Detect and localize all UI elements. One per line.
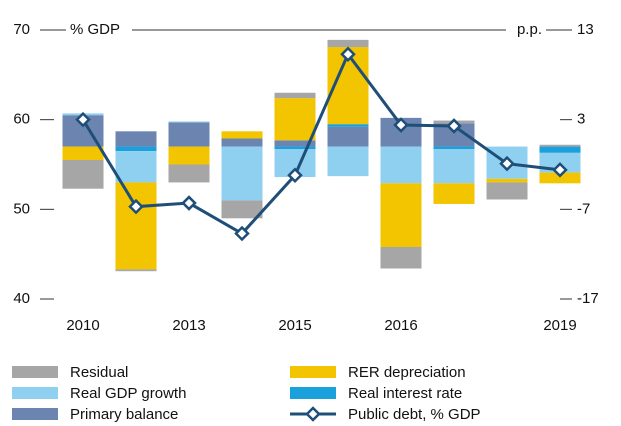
bar-segment [274,140,316,147]
line-marker [552,162,568,178]
bar-segment [168,122,210,147]
bar-segment [380,183,422,247]
bar-segment [168,146,210,165]
bar-segment [62,146,104,161]
legend-swatch [290,366,336,378]
bar-segment [539,144,581,147]
legend-label: Public debt, % GDP [348,406,481,423]
y2-tick-label: 13 [577,21,594,38]
legend-label: Primary balance [70,406,178,423]
bar-segment [327,146,369,177]
bar-segment [327,126,369,147]
legend-label: Residual [70,364,128,381]
line-marker [287,167,303,184]
line [81,51,561,236]
y2-tick-label: 3 [577,111,585,128]
bar-segment [115,182,157,270]
label-bg [506,20,546,40]
bar-segment [274,146,316,150]
line-marker [340,46,356,62]
y2-axis-label: p.p. [517,21,542,38]
line-marker [181,195,197,211]
bar-segment [221,138,263,147]
x-tick-label: 2015 [278,317,311,334]
bar-segment [539,146,581,153]
bar-segment [168,164,210,183]
line-marker [446,118,462,134]
bar-segment [221,146,263,201]
x-tick-label: 2013 [172,317,205,334]
bar-segment [221,131,263,139]
bar-segment [115,269,157,272]
x-tick-label: 2019 [543,317,576,334]
bar-segment [433,123,475,147]
bar-segment [380,246,422,269]
bar-segment [168,121,210,123]
bar-segment [115,151,157,183]
bar-segment [539,172,581,184]
x-tick-label: 2016 [384,317,417,334]
bar-segment [274,92,316,99]
bar-segment [115,131,157,147]
legend-swatch [12,387,58,399]
legend-swatch [12,408,58,420]
line-marker [393,117,409,133]
y2-tick-label: -17 [577,290,599,307]
y-tick-label: 70 [13,21,30,38]
legend-swatch [12,366,58,378]
bar-segment [433,183,475,204]
bar-segment [327,124,369,127]
bar-segment [380,146,422,184]
bar-segment [433,149,475,184]
bar-segment [62,160,104,189]
y-tick-label: 60 [13,111,30,128]
line-marker [75,111,91,128]
line-marker [128,198,144,215]
bar-segment [221,200,263,219]
bar-segment [115,146,157,152]
x-tick-label: 2010 [66,317,99,334]
legend-label: Real interest rate [348,385,462,402]
label-bg [66,20,132,40]
bar-segment [486,178,528,183]
y2-tick-label: -7 [577,200,590,217]
line-marker [234,225,250,242]
legend-swatch [290,387,336,399]
bar-segment [433,146,475,150]
line-marker [499,155,515,172]
bar-segment [274,98,316,141]
legend-swatch [305,406,321,422]
y-axis-label: % GDP [70,21,120,38]
y-tick-label: 40 [13,290,30,307]
legend-label: RER depreciation [348,364,466,381]
bar-segment [486,182,528,200]
legend-label: Real GDP growth [70,385,186,402]
y-tick-label: 50 [13,200,30,217]
bar-segment [327,39,369,48]
